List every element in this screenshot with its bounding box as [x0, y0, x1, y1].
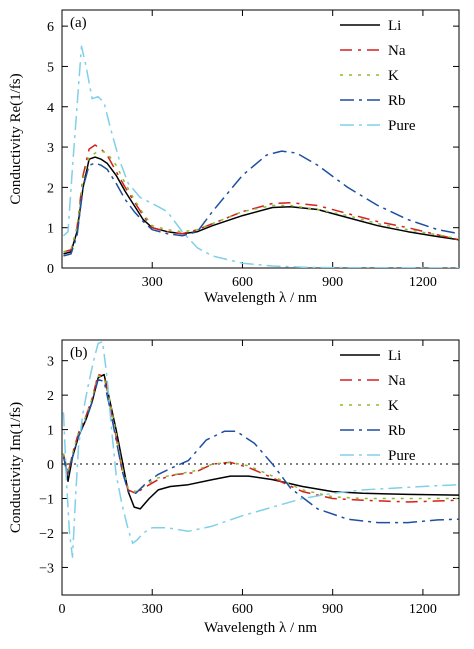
legend-label-li: Li [388, 18, 401, 34]
x-tick-label: 1200 [409, 602, 437, 617]
y-tick-label: 2 [47, 389, 54, 404]
series-line-rb [62, 378, 459, 524]
panel-a-re-conductivity: 300 600 900 1200 0 1 2 3 4 5 6 Li Na K Rb Pure (a) Wavele… [8, 9, 460, 306]
series-line-pure [62, 340, 459, 558]
x-tick-label: 0 [59, 602, 66, 617]
y-tick-label: −2 [39, 527, 54, 542]
legend-label-pure: Pure [388, 448, 416, 464]
legend-label-rb: Rb [388, 423, 406, 439]
plot-frame [61, 9, 460, 269]
legend-label-li: Li [388, 348, 401, 364]
y-tick-label: 0 [47, 458, 54, 473]
x-tick-label: 1200 [409, 275, 437, 290]
series-lines [62, 45, 459, 268]
y-tick-label: −3 [39, 561, 54, 576]
legend-label-k: K [388, 398, 399, 414]
y-tick-label: 6 [47, 20, 54, 35]
legend-label-na: Na [388, 373, 406, 389]
y-axis-title: Conductivity Im(1/fs) [8, 402, 24, 533]
panel-label: (b) [70, 345, 88, 361]
y-axis-title: Conductivity Re(1/fs) [8, 73, 24, 204]
y-tick-label: 1 [47, 222, 54, 237]
legend-label-k: K [388, 68, 399, 84]
x-axis-title: Wavelength λ / nm [204, 620, 317, 636]
series-line-na [62, 373, 459, 503]
series-lines [62, 340, 459, 558]
legend-label-na: Na [388, 43, 406, 59]
y-tick-label: 3 [47, 141, 54, 156]
panel-b-im-conductivity: 0 300 600 900 1200 −3 −2 −1 0 1 2 3 Li Na K Rb Pure (b) Wa… [8, 339, 460, 636]
y-tick-label: 0 [47, 262, 54, 277]
y-tick-label: 4 [47, 101, 54, 116]
legend-label-rb: Rb [388, 93, 406, 109]
y-tick-label: 5 [47, 60, 54, 75]
panel-label: (a) [70, 15, 87, 31]
series-line-pure [62, 45, 459, 268]
series-line-na [63, 144, 459, 253]
x-tick-label: 300 [142, 602, 163, 617]
y-tick-label: 3 [47, 355, 54, 370]
x-tick-label: 600 [232, 275, 253, 290]
legend-label-pure: Pure [388, 118, 416, 134]
y-tick-label: −1 [39, 493, 54, 508]
y-tick-label: 2 [47, 181, 54, 196]
x-tick-label: 900 [322, 602, 343, 617]
x-tick-label: 300 [142, 275, 163, 290]
x-tick-label: 600 [232, 602, 253, 617]
y-tick-label: 1 [47, 424, 54, 439]
series-line-rb [63, 150, 459, 257]
x-tick-label: 900 [322, 275, 343, 290]
plot-frame [61, 339, 460, 596]
x-axis-title: Wavelength λ / nm [204, 290, 317, 306]
